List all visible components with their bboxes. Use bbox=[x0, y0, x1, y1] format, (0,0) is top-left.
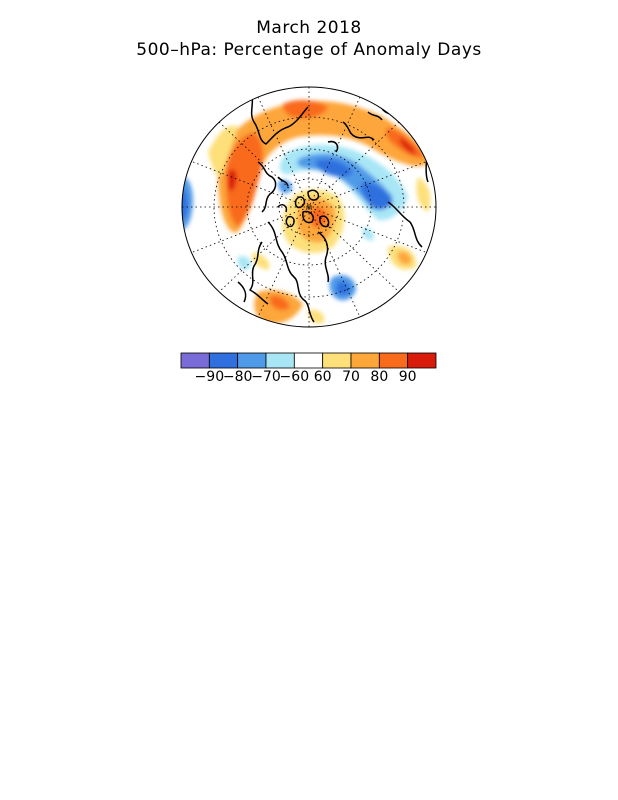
colorbar-swatch bbox=[237, 352, 267, 369]
colorbar-tick-label: −90 bbox=[194, 369, 225, 385]
colorbar-tick-label: −60 bbox=[279, 369, 310, 385]
colorbar-swatch bbox=[293, 352, 324, 369]
polar-anomaly-map bbox=[181, 86, 437, 328]
colorbar-tick-label: −80 bbox=[222, 369, 253, 385]
colorbar-swatch bbox=[208, 352, 239, 369]
colorbar-swatch bbox=[180, 352, 210, 369]
colorbar-swatch bbox=[407, 352, 437, 369]
colorbar-swatch bbox=[265, 352, 295, 369]
colorbar-tick-label: 90 bbox=[398, 369, 417, 385]
colorbar-swatch bbox=[350, 352, 380, 369]
colorbar bbox=[180, 352, 437, 369]
map-boundary bbox=[181, 86, 437, 328]
colorbar-swatch bbox=[322, 352, 352, 369]
colorbar-tick-label: 80 bbox=[370, 369, 389, 385]
colorbar-tick-label: −70 bbox=[251, 369, 281, 385]
colorbar-tick-label: 60 bbox=[313, 369, 332, 385]
map-title: March 2018 bbox=[256, 18, 362, 38]
colorbar-swatch bbox=[378, 352, 409, 369]
map-subtitle: 500–hPa: Percentage of Anomaly Days bbox=[136, 40, 482, 60]
colorbar-tick-label: 70 bbox=[342, 369, 360, 385]
